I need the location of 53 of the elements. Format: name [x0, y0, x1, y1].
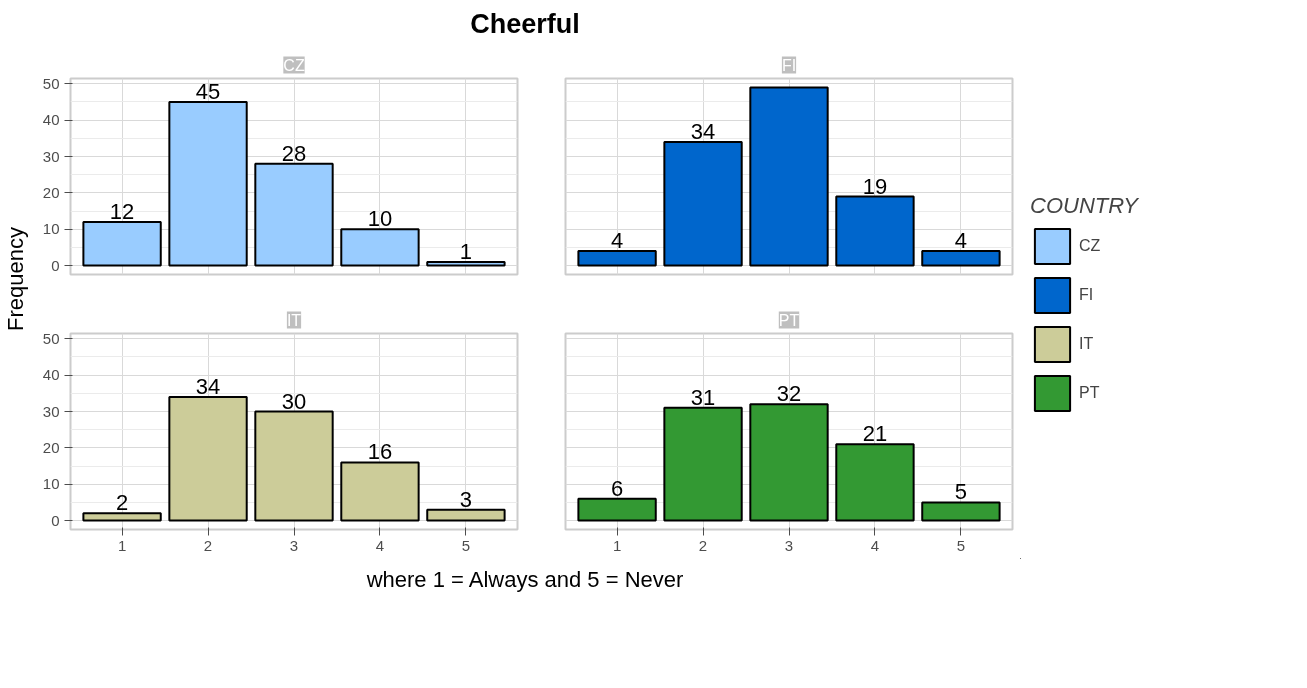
- x-tick-label: 5: [956, 536, 966, 554]
- data-label: 21: [862, 420, 888, 446]
- y-tick-label: 50: [42, 329, 60, 347]
- chart-subtitle: CZ: [283, 56, 305, 74]
- data-label: 5: [954, 478, 968, 504]
- data-label: 6: [610, 475, 624, 501]
- x-tick-label: 5: [461, 536, 471, 554]
- chart-subtitle: FI: [781, 56, 797, 74]
- y-tick-label: 0: [51, 256, 60, 274]
- y-tick-label: 40: [42, 365, 60, 383]
- legend-label: FI: [1079, 284, 1095, 305]
- x-tick-label: 1: [612, 536, 622, 554]
- data-label: 3: [459, 486, 473, 512]
- y-tick-label: 30: [42, 147, 60, 165]
- y-tick-label: 10: [42, 219, 60, 237]
- y-tick-label: 50: [42, 74, 60, 92]
- data-label: 10: [367, 205, 393, 231]
- x-tick-label: 1: [117, 536, 127, 554]
- data-label: 34: [195, 373, 221, 399]
- chart-subtitle: PT: [778, 311, 800, 329]
- x-tick-label: 3: [289, 536, 299, 554]
- data-label: 12: [109, 198, 135, 224]
- chart-title: Cheerful: [470, 8, 580, 41]
- legend-title: COUNTRY: [1030, 192, 1138, 219]
- x-axis-title: where 1 = Always and 5 = Never: [366, 565, 684, 594]
- data-label: 28: [281, 140, 307, 166]
- text: 4: [954, 227, 968, 253]
- text: 34: [690, 118, 716, 144]
- x-tick-label: 2: [698, 536, 708, 554]
- y-tick-label: 20: [42, 438, 60, 456]
- data-label: 32: [776, 380, 802, 406]
- x-tick-label: 4: [870, 536, 880, 554]
- legend-label: CZ: [1079, 235, 1101, 256]
- x-tick-label: 4: [375, 536, 385, 554]
- y-tick-label: 0: [51, 511, 60, 529]
- text: 4: [610, 227, 624, 253]
- chart-subtitle: IT: [286, 311, 302, 329]
- y-tick-label: 30: [42, 402, 60, 420]
- text: 19: [862, 173, 888, 199]
- data-label: 16: [367, 438, 393, 464]
- y-tick-label: 20: [42, 183, 60, 201]
- legend-label: IT: [1079, 333, 1095, 354]
- legend-label: PT: [1079, 382, 1100, 403]
- data-label: 30: [281, 388, 307, 414]
- x-tick-label: 3: [784, 536, 794, 554]
- x-tick-label: 2: [203, 536, 213, 554]
- y-tick-label: 10: [42, 474, 60, 492]
- y-tick-label: 40: [42, 110, 60, 128]
- data-label: 31: [690, 384, 716, 410]
- data-label: 1: [459, 238, 473, 264]
- data-label: 45: [195, 78, 221, 104]
- data-label: 2: [115, 489, 129, 515]
- y-axis-title: Frequency: [3, 226, 28, 331]
